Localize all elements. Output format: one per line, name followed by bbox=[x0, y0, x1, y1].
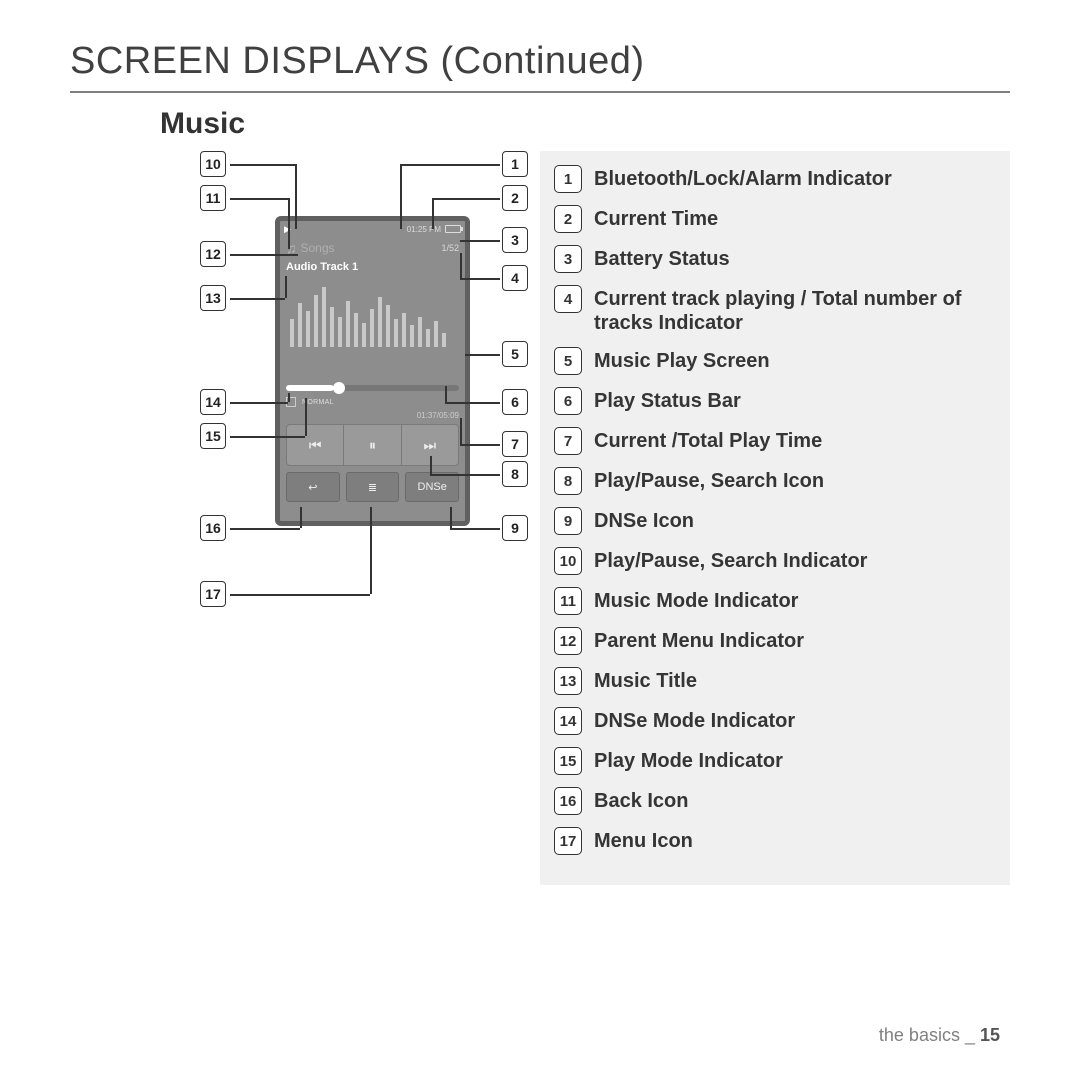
callout-13: 13 bbox=[200, 285, 226, 311]
callout-8: 8 bbox=[502, 461, 528, 487]
legend-number: 6 bbox=[554, 387, 582, 415]
legend-row: 17 Menu Icon bbox=[554, 827, 1000, 855]
legend-text: Current Time bbox=[594, 205, 718, 231]
legend-text: Current /Total Play Time bbox=[594, 427, 822, 453]
device-title-row: ♫ Songs 1/52 bbox=[280, 237, 465, 259]
prev-button[interactable]: ⏮ bbox=[287, 425, 344, 465]
legend-text: Play Status Bar bbox=[594, 387, 741, 413]
legend-number: 13 bbox=[554, 667, 582, 695]
legend-row: 15 Play Mode Indicator bbox=[554, 747, 1000, 775]
heading-rule bbox=[70, 91, 1010, 93]
legend-row: 9 DNSe Icon bbox=[554, 507, 1000, 535]
device-status-bar: ▶ 01:25 PM bbox=[280, 221, 465, 237]
legend-row: 3 Battery Status bbox=[554, 245, 1000, 273]
bottom-bar: ↩ ≣ DNSe bbox=[286, 472, 459, 502]
legend-text: Music Play Screen bbox=[594, 347, 770, 373]
legend-row: 11 Music Mode Indicator bbox=[554, 587, 1000, 615]
legend-number: 11 bbox=[554, 587, 582, 615]
legend-row: 1 Bluetooth/Lock/Alarm Indicator bbox=[554, 165, 1000, 193]
legend-text: Play Mode Indicator bbox=[594, 747, 783, 773]
legend-row: 16 Back Icon bbox=[554, 787, 1000, 815]
legend-text: Music Title bbox=[594, 667, 697, 693]
legend-number: 10 bbox=[554, 547, 582, 575]
dnse-button[interactable]: DNSe bbox=[405, 472, 459, 502]
legend-row: 10 Play/Pause, Search Indicator bbox=[554, 547, 1000, 575]
pause-button[interactable]: ⏸ bbox=[344, 425, 401, 465]
footer-section: the basics _ bbox=[879, 1025, 980, 1045]
back-button[interactable]: ↩ bbox=[286, 472, 340, 502]
callout-4: 4 bbox=[502, 265, 528, 291]
callout-5: 5 bbox=[502, 341, 528, 367]
page-heading: SCREEN DISPLAYS (Continued) bbox=[70, 40, 1010, 83]
visualizer bbox=[286, 279, 459, 379]
section-heading: Music bbox=[160, 107, 1010, 141]
legend-number: 9 bbox=[554, 507, 582, 535]
legend-row: 12 Parent Menu Indicator bbox=[554, 627, 1000, 655]
legend-text: Parent Menu Indicator bbox=[594, 627, 804, 653]
callout-1: 1 bbox=[502, 151, 528, 177]
callout-9: 9 bbox=[502, 515, 528, 541]
track-title: Audio Track 1 bbox=[280, 259, 465, 279]
legend-number: 8 bbox=[554, 467, 582, 495]
legend-row: 6 Play Status Bar bbox=[554, 387, 1000, 415]
footer-page-number: 15 bbox=[980, 1025, 1000, 1045]
progress-bar bbox=[286, 385, 459, 391]
legend-text: Battery Status bbox=[594, 245, 730, 271]
page-footer: the basics _ 15 bbox=[879, 1025, 1000, 1046]
legend-text: Play/Pause, Search Icon bbox=[594, 467, 824, 493]
diagram-column: ▶ 01:25 PM ♫ Songs 1/52 Audio Track 1 bbox=[70, 151, 540, 711]
legend-row: 8 Play/Pause, Search Icon bbox=[554, 467, 1000, 495]
callout-12: 12 bbox=[200, 241, 226, 267]
legend-text: DNSe Icon bbox=[594, 507, 694, 533]
callout-11: 11 bbox=[200, 185, 226, 211]
legend-text: Bluetooth/Lock/Alarm Indicator bbox=[594, 165, 892, 191]
device-mockup: ▶ 01:25 PM ♫ Songs 1/52 Audio Track 1 bbox=[275, 216, 470, 526]
callout-17: 17 bbox=[200, 581, 226, 607]
legend-number: 4 bbox=[554, 285, 582, 313]
legend-number: 2 bbox=[554, 205, 582, 233]
battery-icon bbox=[445, 225, 461, 233]
callout-10: 10 bbox=[200, 151, 226, 177]
callout-16: 16 bbox=[200, 515, 226, 541]
legend-number: 3 bbox=[554, 245, 582, 273]
legend-number: 12 bbox=[554, 627, 582, 655]
callout-3: 3 bbox=[502, 227, 528, 253]
legend-number: 14 bbox=[554, 707, 582, 735]
legend-text: DNSe Mode Indicator bbox=[594, 707, 795, 733]
callout-15: 15 bbox=[200, 423, 226, 449]
legend-row: 4 Current track playing / Total number of… bbox=[554, 285, 1000, 335]
legend-number: 5 bbox=[554, 347, 582, 375]
parent-menu-label: Songs bbox=[301, 241, 335, 255]
legend-row: 13 Music Title bbox=[554, 667, 1000, 695]
menu-button[interactable]: ≣ bbox=[346, 472, 400, 502]
legend-row: 2 Current Time bbox=[554, 205, 1000, 233]
playback-controls: ⏮ ⏸ ⏭ bbox=[286, 424, 459, 466]
legend-text: Menu Icon bbox=[594, 827, 693, 853]
legend-number: 1 bbox=[554, 165, 582, 193]
legend-number: 7 bbox=[554, 427, 582, 455]
legend-row: 7 Current /Total Play Time bbox=[554, 427, 1000, 455]
legend-row: 14 DNSe Mode Indicator bbox=[554, 707, 1000, 735]
legend-column: 1 Bluetooth/Lock/Alarm Indicator 2 Current … bbox=[540, 151, 1010, 885]
clock-text: 01:25 PM bbox=[407, 225, 441, 234]
legend-row: 5 Music Play Screen bbox=[554, 347, 1000, 375]
callout-14: 14 bbox=[200, 389, 226, 415]
callout-6: 6 bbox=[502, 389, 528, 415]
play-mode-label: NORMAL bbox=[302, 399, 334, 406]
legend-number: 15 bbox=[554, 747, 582, 775]
legend-number: 16 bbox=[554, 787, 582, 815]
callout-2: 2 bbox=[502, 185, 528, 211]
legend-text: Back Icon bbox=[594, 787, 688, 813]
mode-row: NORMAL bbox=[286, 395, 459, 409]
legend-number: 17 bbox=[554, 827, 582, 855]
legend-text: Current track playing / Total number of … bbox=[594, 285, 1000, 335]
legend-text: Play/Pause, Search Indicator bbox=[594, 547, 867, 573]
time-text: 01:37/05:09 bbox=[280, 411, 459, 420]
track-count: 1/52 bbox=[441, 243, 459, 253]
legend-text: Music Mode Indicator bbox=[594, 587, 798, 613]
callout-7: 7 bbox=[502, 431, 528, 457]
